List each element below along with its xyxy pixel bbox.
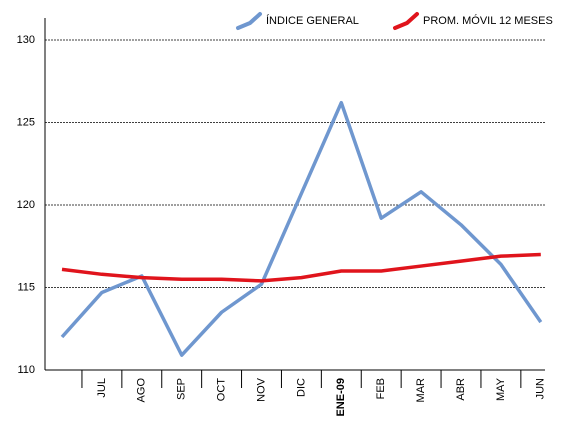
legend-item: ÍNDICE GENERAL [236, 12, 359, 30]
x-tick-label: MAR [415, 378, 427, 403]
y-tick-label: 120 [17, 199, 35, 211]
series-line [61, 252, 541, 283]
x-tick-label: DIC [295, 378, 307, 397]
series-line [60, 100, 543, 357]
x-tick-label: NOV [255, 377, 267, 402]
legend-item: PROM. MÓVIL 12 MESES [393, 12, 553, 30]
legend-swatch [393, 12, 419, 30]
y-tick-label: 110 [17, 364, 35, 376]
y-tick-label: 115 [17, 281, 35, 293]
y-tick-label: 130 [17, 34, 35, 46]
x-tick-label: ABR [455, 378, 467, 401]
x-tick-label: JUN [535, 378, 547, 399]
x-tick-label: ENE-09 [335, 378, 347, 417]
y-tick-label: 125 [17, 116, 35, 128]
x-tick-label: MAY [495, 377, 507, 401]
x-tick-label: JUL [96, 378, 108, 398]
x-tick-label: SEP [176, 378, 188, 400]
x-tick-label: AGO [136, 378, 148, 403]
legend-swatch [236, 12, 262, 30]
legend-label: ÍNDICE GENERAL [266, 14, 359, 27]
x-tick-label: OCT [216, 378, 228, 402]
legend-label: PROM. MÓVIL 12 MESES [423, 14, 553, 27]
x-tick-label: FEB [375, 378, 387, 399]
